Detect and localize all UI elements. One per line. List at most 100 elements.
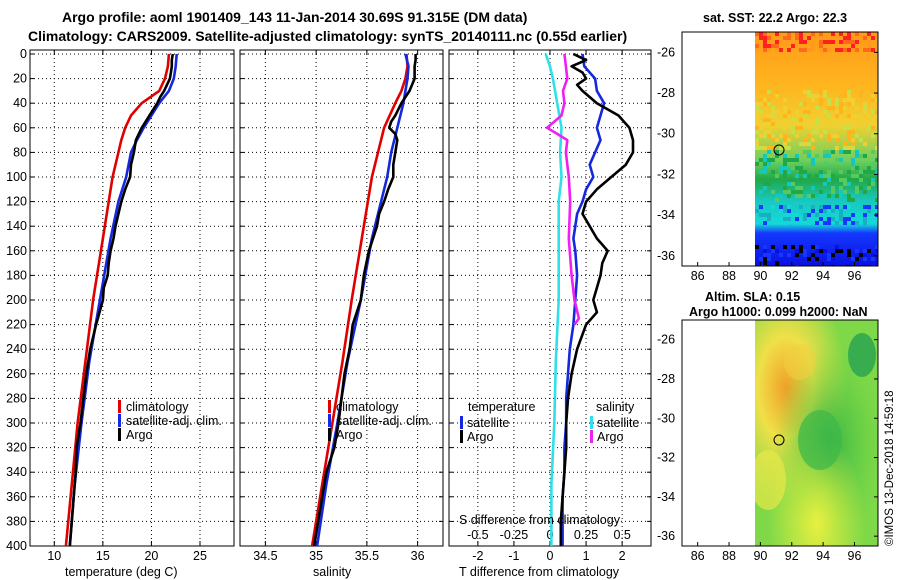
sst-pixel	[783, 134, 787, 138]
sst-pixel	[771, 205, 775, 209]
sst-pixel	[755, 40, 759, 44]
sst-pixel	[811, 253, 815, 257]
sst-pixel	[771, 122, 775, 126]
sst-pixel	[807, 150, 811, 154]
sst-pixel	[807, 48, 811, 52]
sst-pixel	[771, 106, 775, 110]
sst-pixel	[819, 170, 823, 174]
legend-label-s-argo: Argo	[597, 430, 623, 444]
temperature-series-satellite-adj-clim-	[68, 53, 178, 546]
sst-pixel	[767, 102, 771, 106]
sst-pixel	[855, 40, 859, 44]
sst-pixel	[763, 217, 767, 221]
map-lat-label: -30	[657, 127, 675, 141]
sst-pixel	[847, 126, 851, 130]
sst-pixel	[795, 249, 799, 253]
depth-tick-label: 200	[6, 293, 27, 307]
legend-label-climatology: climatology	[336, 400, 399, 414]
plot-gridlines	[30, 50, 651, 547]
sst-pixel	[779, 209, 783, 213]
sst-pixel	[807, 90, 811, 94]
sst-pixel	[799, 178, 803, 182]
x-tick-label: -2	[472, 549, 483, 563]
sst-pixel	[795, 110, 799, 114]
sst-pixel	[835, 146, 839, 150]
sst-pixel	[795, 126, 799, 130]
sst-pixel	[855, 174, 859, 178]
sst-pixel	[799, 40, 803, 44]
sst-pixel	[815, 174, 819, 178]
sst-pixel	[839, 48, 843, 52]
sst-pixel	[871, 253, 875, 257]
temperature-series-climatology	[64, 53, 171, 546]
sst-pixel	[783, 209, 787, 213]
sst-pixel	[779, 194, 783, 198]
sst-pixel	[755, 32, 759, 36]
sst-pixel	[767, 150, 771, 154]
sst-pixel	[819, 190, 823, 194]
sst-pixel	[795, 194, 799, 198]
sst-pixel	[791, 213, 795, 217]
sst-pixel	[847, 146, 851, 150]
sst-pixel	[811, 138, 815, 142]
depth-tick-label: 240	[6, 342, 27, 356]
sst-pixel	[851, 48, 855, 52]
sst-pixel	[835, 110, 839, 114]
sst-pixel	[771, 158, 775, 162]
sst-pixel	[867, 205, 871, 209]
sst-pixel	[783, 154, 787, 158]
sst-pixel	[759, 158, 763, 162]
s-difference-axis-label: S difference from climatology	[459, 513, 621, 527]
sst-pixel	[815, 126, 819, 130]
sla-map-frame	[681, 319, 879, 547]
depth-tick-label: 120	[6, 195, 27, 209]
sst-pixel	[871, 257, 875, 261]
map-lat-label: -34	[657, 208, 675, 222]
sst-pixel	[771, 245, 775, 249]
sst-pixel	[831, 253, 835, 257]
sst-pixel	[795, 154, 799, 158]
sst-pixel	[839, 102, 843, 106]
sst-pixel	[823, 130, 827, 134]
difference-legend: temperature satellite Argo salinity sate…	[460, 400, 639, 444]
sst-pixel	[851, 98, 855, 102]
map-lat-label: -36	[657, 529, 675, 543]
sst-pixel	[871, 48, 875, 52]
sst-pixel	[875, 261, 878, 265]
sst-pixel	[859, 36, 863, 40]
sst-pixel	[863, 170, 867, 174]
map-lat-label: -26	[657, 45, 675, 59]
sst-pixel	[763, 186, 767, 190]
sst-pixel	[787, 36, 791, 40]
sst-pixel	[871, 162, 875, 166]
sst-pixel	[775, 154, 779, 158]
sst-pixel	[815, 106, 819, 110]
sst-pixel	[791, 158, 795, 162]
sst-pixel	[783, 205, 787, 209]
sst-pixel	[775, 110, 779, 114]
sst-pixel	[823, 221, 827, 225]
sst-pixel	[811, 98, 815, 102]
sla-west-high	[755, 450, 786, 510]
sst-pixel	[807, 174, 811, 178]
sst-pixel	[819, 32, 823, 36]
sst-pixel	[795, 174, 799, 178]
sst-pixel	[815, 94, 819, 98]
sst-pixel	[815, 213, 819, 217]
sst-pixel	[799, 142, 803, 146]
sst-pixel	[763, 130, 767, 134]
sst-pixel	[835, 158, 839, 162]
sst-pixel	[863, 249, 867, 253]
sst-pixel	[855, 249, 859, 253]
sst-pixel	[875, 114, 878, 118]
sst-pixel	[875, 221, 878, 225]
header-line-2: Climatology: CARS2009. Satellite-adjuste…	[28, 28, 627, 44]
sst-pixel	[755, 162, 759, 166]
sst-pixel	[759, 205, 763, 209]
sst-pixel	[759, 190, 763, 194]
sst-pixel	[839, 194, 843, 198]
map-lon-label: 88	[722, 549, 736, 563]
sst-pixel	[871, 36, 875, 40]
sst-pixel	[827, 170, 831, 174]
sst-pixel	[871, 182, 875, 186]
